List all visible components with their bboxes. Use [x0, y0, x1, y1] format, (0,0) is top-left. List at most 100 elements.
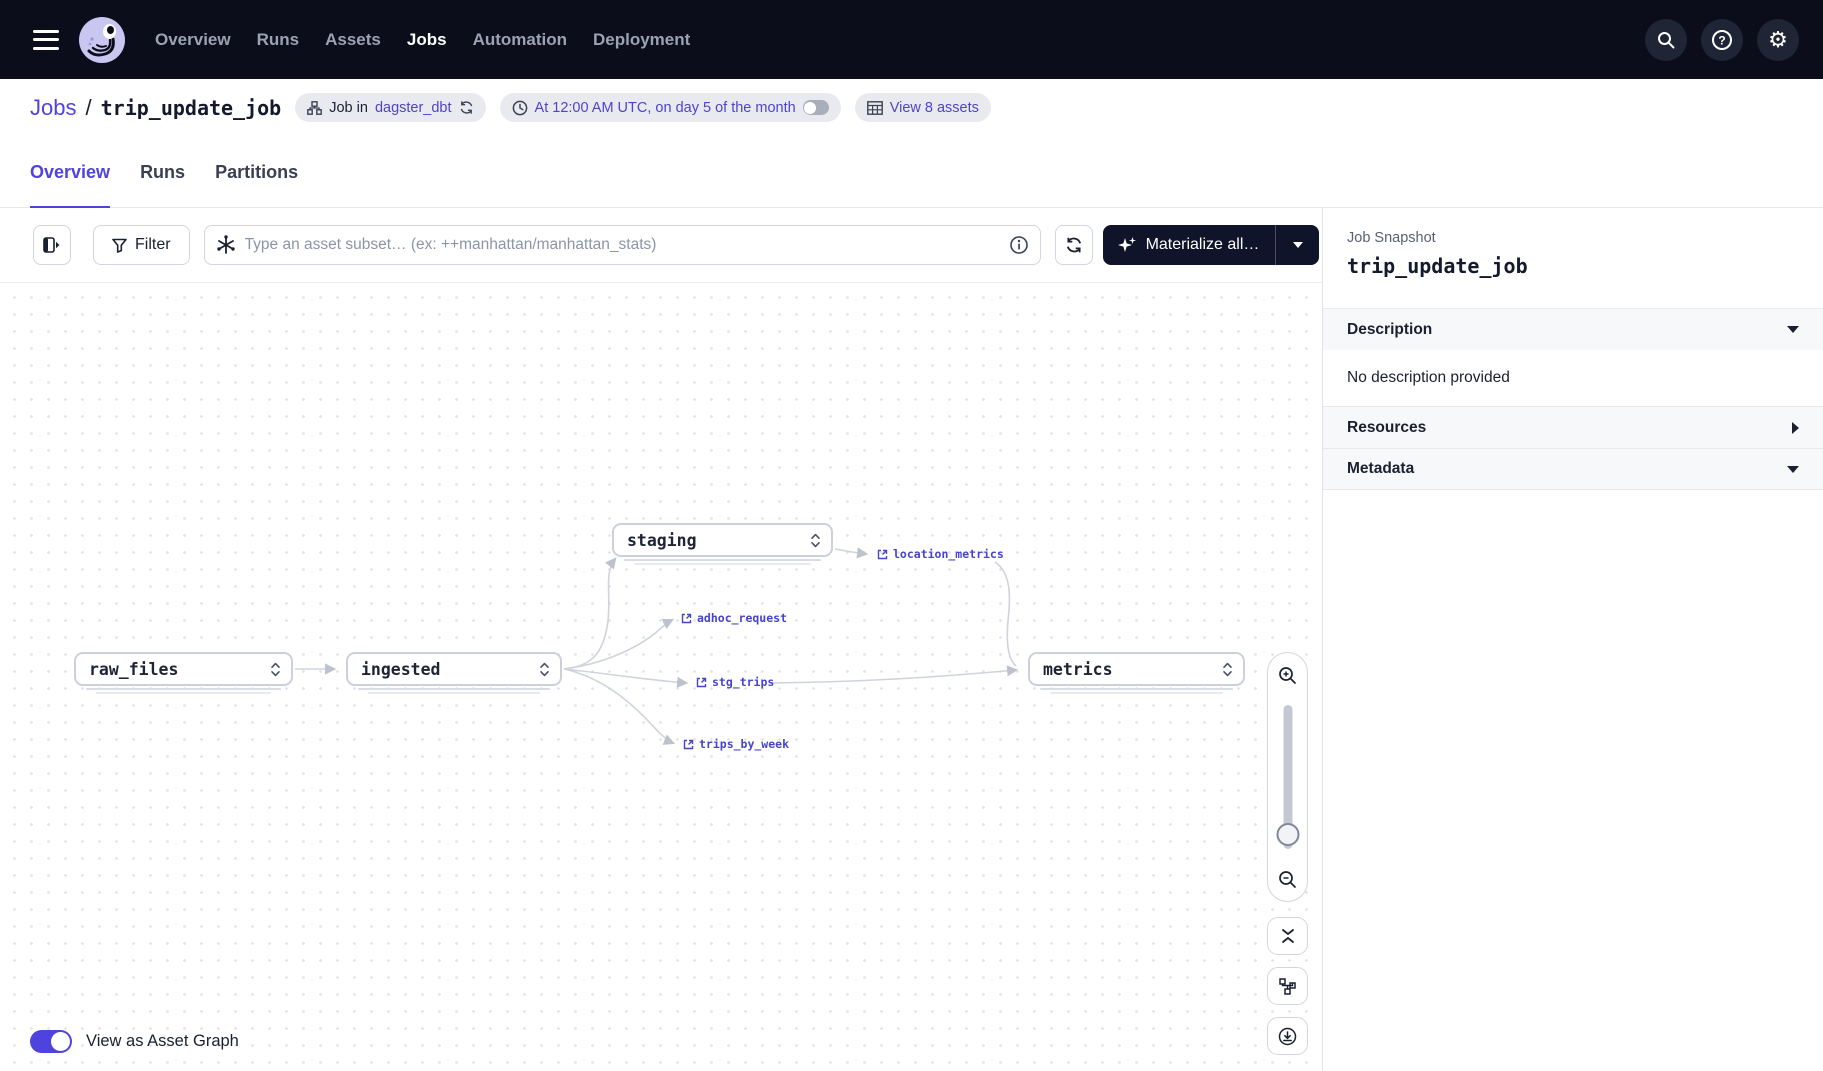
schedule-toggle[interactable] — [802, 100, 829, 115]
external-link-icon — [683, 739, 694, 749]
unfold-icon[interactable] — [1222, 662, 1233, 677]
zoom-out-button[interactable] — [1268, 857, 1307, 901]
chevron-down-icon — [1787, 465, 1799, 473]
filter-label: Filter — [135, 236, 171, 253]
refresh-button[interactable] — [1054, 225, 1093, 265]
schedule-badge[interactable]: At 12:00 AM UTC, on day 5 of the month — [499, 93, 841, 122]
section-resources[interactable]: Resources — [1323, 406, 1823, 448]
asset-subset-input[interactable] — [203, 225, 1041, 265]
graph-node-staging[interactable]: staging — [612, 523, 833, 565]
graph-edges — [295, 547, 1019, 745]
sparkle-icon — [1117, 237, 1136, 252]
view-mode-toggle-row: View as Asset Graph — [30, 1030, 239, 1053]
zoom-slider-track[interactable] — [1283, 705, 1292, 849]
section-title: Resources — [1347, 418, 1427, 436]
view-as-asset-graph-toggle[interactable] — [30, 1030, 72, 1053]
job-origin-badge[interactable]: Job in dagster_dbt — [295, 93, 486, 122]
section-metadata[interactable]: Metadata — [1323, 448, 1823, 490]
chevron-right-icon — [1792, 421, 1799, 434]
fit-view-button[interactable] — [1267, 917, 1308, 955]
asset-label: stg_trips — [712, 675, 775, 689]
asset-link-location-metrics[interactable]: location_metrics — [877, 547, 1004, 561]
breadcrumb-jobs-link[interactable]: Jobs — [30, 94, 77, 120]
nav-item-jobs[interactable]: Jobs — [406, 29, 447, 49]
view-as-asset-graph-label: View as Asset Graph — [86, 1032, 239, 1050]
snapshot-job-name: trip_update_job — [1347, 254, 1528, 278]
unfold-icon[interactable] — [539, 662, 550, 677]
snapshot-label: Job Snapshot — [1347, 230, 1436, 246]
download-image-button[interactable] — [1267, 1017, 1308, 1055]
view-assets-label: View 8 assets — [889, 99, 979, 116]
job-snapshot-panel: Job Snapshot trip_update_job Description… — [1322, 208, 1823, 1071]
info-icon[interactable] — [1009, 235, 1029, 255]
asset-graph-canvas[interactable]: raw_files ingested staging metrics locat… — [0, 283, 1322, 1071]
dagster-logo-icon[interactable] — [79, 16, 125, 63]
help-icon: ? — [1712, 29, 1732, 50]
asset-grid-icon — [866, 100, 883, 115]
chevron-down-icon — [1292, 242, 1303, 248]
materialize-options-button[interactable] — [1275, 225, 1319, 265]
nav-item-deployment[interactable]: Deployment — [593, 29, 691, 49]
open-panel-icon — [43, 237, 60, 253]
zoom-out-icon — [1279, 870, 1296, 888]
svg-text:?: ? — [1718, 33, 1725, 47]
nav-item-overview[interactable]: Overview — [155, 29, 231, 49]
gear-icon: ⚙ — [1768, 26, 1788, 52]
graph-node-raw-files[interactable]: raw_files — [74, 652, 293, 694]
graph-node-ingested[interactable]: ingested — [346, 652, 562, 694]
settings-button[interactable]: ⚙ — [1757, 18, 1799, 61]
download-icon — [1278, 1027, 1297, 1045]
asset-link-adhoc-request[interactable]: adhoc_request — [681, 611, 787, 625]
clock-icon — [512, 100, 527, 115]
search-button[interactable] — [1645, 18, 1687, 61]
filter-button[interactable]: Filter — [93, 225, 190, 265]
search-icon — [1658, 31, 1675, 48]
refresh-icon — [1066, 237, 1081, 253]
relayout-button[interactable] — [1267, 967, 1308, 1005]
unfold-icon[interactable] — [810, 533, 821, 548]
materialize-all-label: Materialize all… — [1145, 236, 1260, 253]
view-assets-badge[interactable]: View 8 assets — [854, 93, 991, 122]
section-title: Metadata — [1347, 460, 1415, 477]
top-nav: Overview Runs Assets Jobs Automation Dep… — [0, 0, 1823, 79]
nav-item-automation[interactable]: Automation — [472, 29, 567, 49]
op-selector-icon — [216, 235, 235, 254]
section-title: Description — [1347, 320, 1433, 338]
job-origin-label: Job in — [329, 99, 368, 116]
nav-item-runs[interactable]: Runs — [256, 29, 300, 49]
materialize-all-main[interactable]: Materialize all… — [1103, 225, 1276, 265]
breadcrumb-separator: / — [85, 94, 92, 120]
tab-overview[interactable]: Overview — [30, 162, 111, 209]
unfold-icon[interactable] — [270, 662, 281, 677]
tab-runs[interactable]: Runs — [140, 162, 186, 182]
section-description[interactable]: Description — [1323, 308, 1823, 350]
nav-item-assets[interactable]: Assets — [325, 29, 381, 49]
graph-layout-icon — [1279, 977, 1296, 995]
org-chart-icon — [307, 100, 323, 115]
tab-partitions[interactable]: Partitions — [215, 162, 299, 182]
zoom-slider[interactable] — [1268, 697, 1307, 857]
sync-icon[interactable] — [459, 100, 474, 115]
open-panel-button[interactable] — [33, 225, 71, 265]
code-location-link[interactable]: dagster_dbt — [374, 99, 452, 116]
asset-subset-search — [203, 225, 1041, 265]
graph-node-metrics[interactable]: metrics — [1028, 652, 1245, 694]
zoom-slider-knob[interactable] — [1276, 823, 1299, 846]
primary-nav: Overview Runs Assets Jobs Automation Dep… — [155, 30, 690, 50]
help-button[interactable]: ? — [1701, 18, 1743, 61]
external-link-icon — [681, 613, 692, 623]
zoom-in-icon — [1279, 666, 1296, 684]
page-title: trip_update_job — [100, 95, 282, 120]
chevron-down-icon — [1787, 326, 1799, 333]
asset-link-stg-trips[interactable]: stg_trips — [696, 675, 774, 689]
graph-toolbar: Filter Materialize all… — [0, 208, 1322, 283]
node-label: staging — [627, 530, 697, 550]
zoom-in-button[interactable] — [1268, 653, 1307, 697]
breadcrumb: Jobs / trip_update_job — [30, 95, 281, 121]
filter-icon — [112, 238, 127, 253]
schedule-label: At 12:00 AM UTC, on day 5 of the month — [534, 99, 796, 116]
asset-label: location_metrics — [893, 547, 1004, 561]
hamburger-menu-icon[interactable] — [33, 29, 59, 50]
asset-link-trips-by-week[interactable]: trips_by_week — [683, 737, 789, 751]
